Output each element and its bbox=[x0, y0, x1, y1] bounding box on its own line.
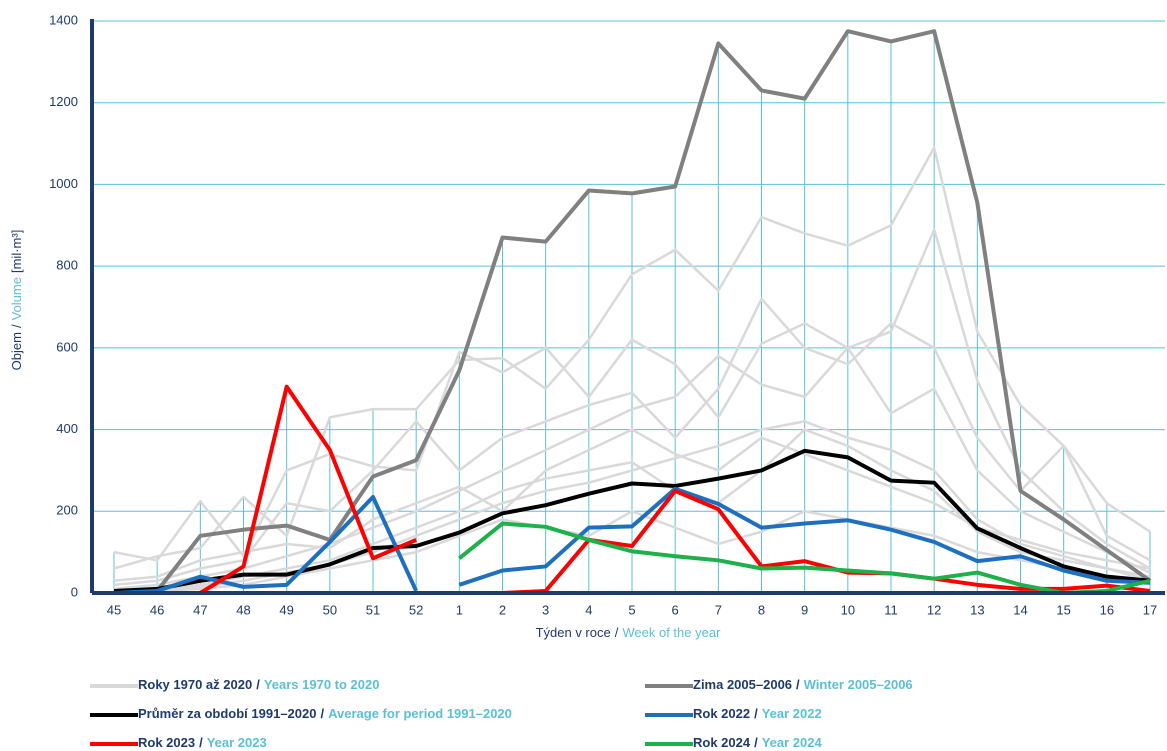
x-tick-label: 52 bbox=[409, 602, 423, 617]
x-tick-label: 13 bbox=[970, 602, 984, 617]
x-tick-label: 11 bbox=[884, 602, 898, 617]
x-tick-label: 45 bbox=[107, 602, 121, 617]
background-line bbox=[113, 510, 1151, 595]
x-axis-label: Týden v roce / Week of the year bbox=[536, 625, 721, 640]
y-tick-label: 1400 bbox=[49, 12, 78, 27]
legend-label: Zima 2005–2006 / Winter 2005–2006 bbox=[693, 677, 913, 692]
x-tick-label: 2 bbox=[499, 602, 506, 617]
legend-label: Rok 2023 / Year 2023 bbox=[138, 735, 267, 750]
label-cz: Průměr za období 1991–2020 bbox=[138, 706, 316, 721]
label-cz: Zima 2005–2006 bbox=[693, 677, 792, 692]
y-tick-label: 1200 bbox=[49, 94, 78, 109]
x-tick-label: 10 bbox=[841, 602, 855, 617]
y-tick-label: 1000 bbox=[49, 176, 78, 191]
series-line bbox=[458, 486, 1151, 587]
x-tick-label: 50 bbox=[323, 602, 337, 617]
label-cz: Objem bbox=[9, 332, 24, 370]
label-en: Winter 2005–2006 bbox=[804, 677, 913, 692]
x-tick-label: 7 bbox=[715, 602, 722, 617]
label-separator: / bbox=[754, 706, 758, 721]
x-tick-label: 8 bbox=[758, 602, 765, 617]
series-line bbox=[113, 448, 1151, 593]
x-tick-label: 9 bbox=[801, 602, 808, 617]
x-tick-label: 1 bbox=[456, 602, 463, 617]
label-separator: / bbox=[320, 706, 324, 721]
label-separator: / bbox=[256, 677, 260, 692]
label-en: Week of the year bbox=[622, 625, 721, 640]
x-tick-label: 6 bbox=[672, 602, 679, 617]
x-tick-label: 17 bbox=[1143, 602, 1157, 617]
label-cz: Rok 2024 bbox=[693, 735, 751, 750]
y-tick-label: 600 bbox=[56, 339, 78, 354]
label-separator: / bbox=[615, 625, 619, 640]
label-cz: Rok 2022 bbox=[693, 706, 750, 721]
label-unit: [mil·m³] bbox=[9, 230, 24, 273]
x-tick-label: 15 bbox=[1056, 602, 1070, 617]
label-separator: / bbox=[796, 677, 800, 692]
label-separator: / bbox=[199, 735, 203, 750]
x-tick-label: 5 bbox=[628, 602, 635, 617]
background-line bbox=[113, 228, 1151, 570]
label-separator: / bbox=[754, 735, 758, 750]
x-tick-label: 16 bbox=[1100, 602, 1114, 617]
x-tick-label: 12 bbox=[927, 602, 941, 617]
x-tick-label: 49 bbox=[279, 602, 293, 617]
label-cz: Týden v roce bbox=[536, 625, 611, 640]
y-tick-label: 400 bbox=[56, 421, 78, 436]
legend-label: Rok 2022 / Year 2022 bbox=[693, 706, 822, 721]
series-line bbox=[113, 494, 418, 595]
y-axis-label: Objem / Volume [mil·m³] bbox=[9, 230, 24, 371]
label-separator: / bbox=[9, 324, 24, 328]
x-tick-label: 4 bbox=[585, 602, 592, 617]
series-line bbox=[113, 29, 1152, 595]
label-en: Years 1970 to 2020 bbox=[264, 677, 380, 692]
label-en: Average for period 1991–2020 bbox=[328, 706, 512, 721]
label-cz: Rok 2023 bbox=[138, 735, 195, 750]
label-en: Volume bbox=[9, 277, 24, 320]
y-tick-label: 0 bbox=[71, 584, 78, 599]
legend-label: Rok 2024/ Year 2024 bbox=[693, 735, 822, 750]
background-line bbox=[113, 146, 1151, 570]
y-axis-label-text: Objem / Volume [mil·m³] bbox=[9, 230, 24, 371]
x-tick-label: 51 bbox=[366, 602, 380, 617]
label-en: Year 2022 bbox=[762, 706, 822, 721]
x-tick-label: 3 bbox=[542, 602, 549, 617]
x-tick-label: 14 bbox=[1013, 602, 1027, 617]
x-tick-label: 46 bbox=[150, 602, 164, 617]
x-tick-label: 48 bbox=[236, 602, 250, 617]
label-cz: Roky 1970 až 2020 bbox=[138, 677, 252, 692]
x-tick-label: 47 bbox=[193, 602, 207, 617]
label-en: Year 2024 bbox=[762, 735, 823, 750]
legend-label: Roky 1970 až 2020 / Years 1970 to 2020 bbox=[138, 677, 379, 692]
label-en: Year 2023 bbox=[207, 735, 267, 750]
y-tick-label: 200 bbox=[56, 503, 78, 518]
y-tick-label: 800 bbox=[56, 258, 78, 273]
background-line bbox=[113, 346, 1151, 591]
legend-label: Průměr za období 1991–2020 / Average for p… bbox=[138, 706, 512, 721]
background-line bbox=[113, 297, 1151, 587]
background-line bbox=[113, 428, 1151, 593]
series-line bbox=[458, 521, 1151, 595]
